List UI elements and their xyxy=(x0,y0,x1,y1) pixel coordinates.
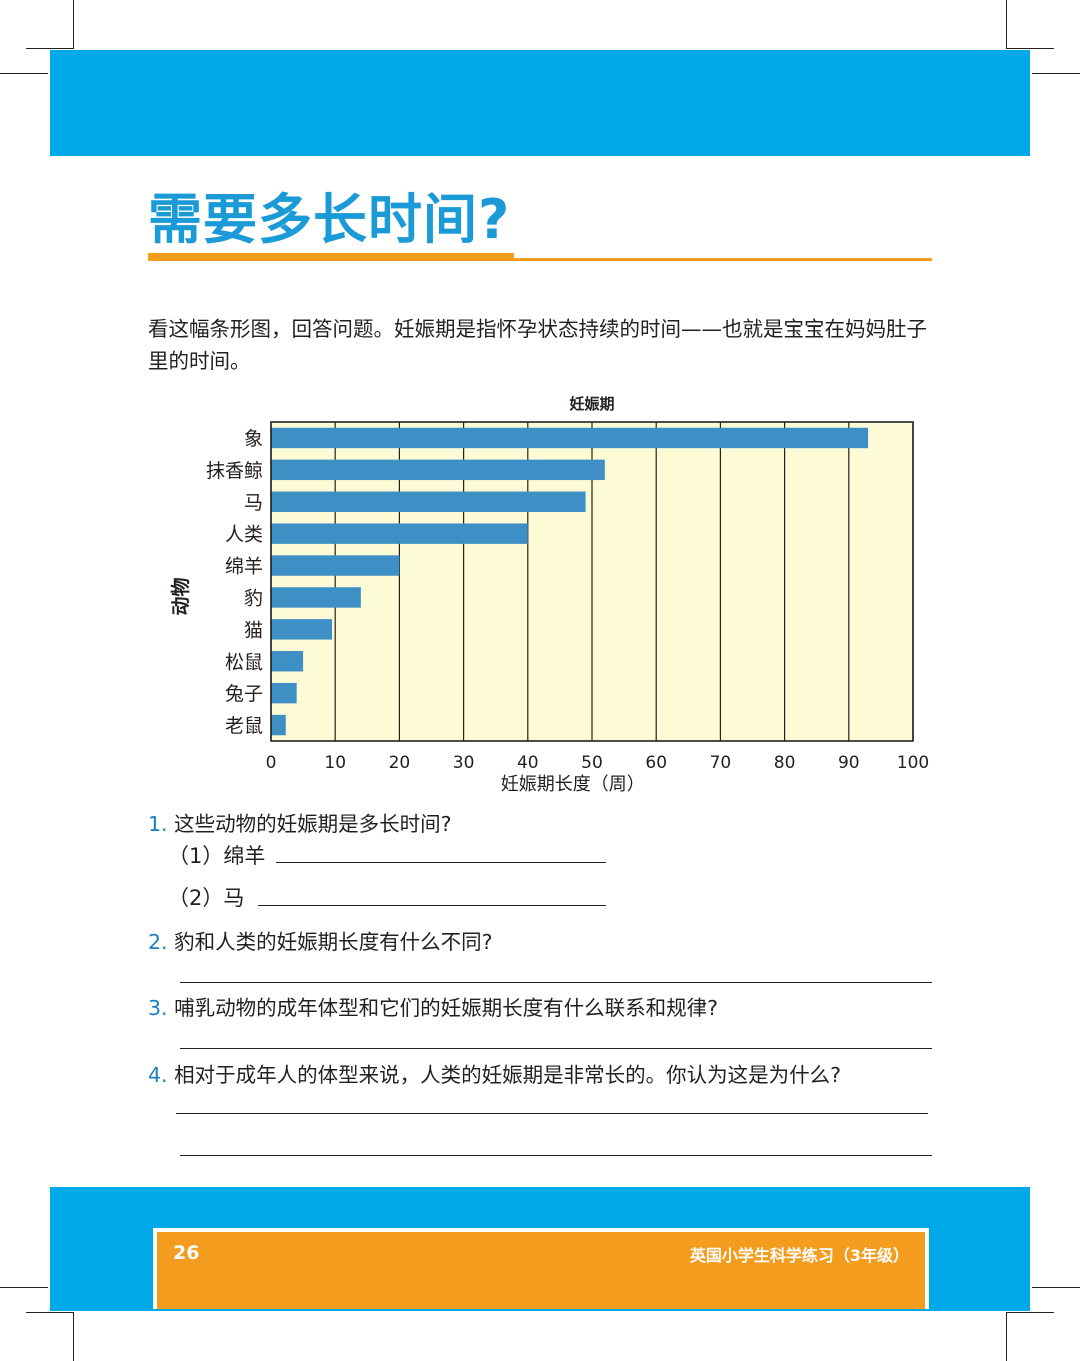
bar-1 xyxy=(271,459,605,481)
x-tick-label: 0 xyxy=(266,753,277,773)
crop-mark xyxy=(0,1287,48,1288)
x-axis-label: 妊娠期长度（周） xyxy=(501,774,645,795)
bar-0 xyxy=(271,427,869,449)
answer-line-horse[interactable] xyxy=(258,905,606,906)
x-tick-label: 80 xyxy=(774,753,796,773)
crop-mark xyxy=(73,1313,74,1361)
category-label: 象 xyxy=(244,428,263,450)
question-3: 3. 哺乳动物的成年体型和它们的妊娠期长度有什么联系和规律? xyxy=(148,994,718,1022)
crop-mark xyxy=(1006,48,1054,49)
bar-7 xyxy=(271,651,304,672)
crop-mark xyxy=(1032,1287,1080,1288)
category-label: 猫 xyxy=(244,619,263,641)
intro-text: 看这幅条形图，回答问题。妊娠期是指怀孕状态持续的时间——也就是宝宝在妈妈肚子里的… xyxy=(148,317,927,373)
title-underline-accent xyxy=(148,253,514,260)
category-label: 松鼠 xyxy=(225,651,263,673)
bar-9 xyxy=(271,714,286,736)
page-number: 26 xyxy=(173,1242,200,1264)
question-1: 1. 这些动物的妊娠期是多长时间? xyxy=(148,810,451,838)
crop-mark xyxy=(1032,73,1080,74)
x-tick-label: 20 xyxy=(389,753,411,773)
bar-3 xyxy=(271,523,528,544)
category-label: 人类 xyxy=(225,524,263,546)
crop-mark xyxy=(73,0,74,48)
crop-mark xyxy=(1006,0,1007,48)
answer-line-q4b[interactable] xyxy=(180,1155,932,1156)
question-4: 4. 相对于成年人的体型来说，人类的妊娠期是非常长的。你认为这是为什么? xyxy=(148,1061,841,1089)
footer-bar: 26 英国小学生科学练习（3年级） xyxy=(153,1228,929,1309)
title-underline xyxy=(148,258,932,261)
answer-line-q4a[interactable] xyxy=(176,1113,928,1114)
question-number: 2. xyxy=(148,930,168,954)
question-text: 哺乳动物的成年体型和它们的妊娠期长度有什么联系和规律? xyxy=(174,996,718,1020)
answer-line-sheep[interactable] xyxy=(276,862,606,863)
sub-question-2: （2）马 xyxy=(168,886,245,910)
chart-title: 妊娠期 xyxy=(569,395,614,413)
bar-2 xyxy=(271,491,586,512)
crop-mark xyxy=(1006,1312,1054,1313)
x-tick-label: 60 xyxy=(645,753,667,773)
category-label: 豹 xyxy=(244,587,263,609)
sub-question-1: （1）绵羊 xyxy=(168,844,266,868)
answer-line-q3[interactable] xyxy=(180,1048,932,1049)
crop-mark xyxy=(1006,1313,1007,1361)
bar-4 xyxy=(271,555,400,576)
question-number: 1. xyxy=(148,812,168,836)
header-band xyxy=(50,50,1030,156)
question-number: 4. xyxy=(148,1063,168,1087)
x-tick-label: 70 xyxy=(710,753,732,773)
bar-8 xyxy=(271,682,297,704)
y-axis-label: 动物 xyxy=(169,577,192,615)
page-title: 需要多长时间? xyxy=(148,188,511,251)
plot-frame xyxy=(270,421,914,742)
bar-6 xyxy=(271,619,332,640)
question-text: 相对于成年人的体型来说，人类的妊娠期是非常长的。你认为这是为什么? xyxy=(174,1063,841,1087)
x-tick-label: 90 xyxy=(838,753,860,773)
question-text: 豹和人类的妊娠期长度有什么不同? xyxy=(174,930,493,954)
x-tick-label: 30 xyxy=(453,753,475,773)
question-2: 2. 豹和人类的妊娠期长度有什么不同? xyxy=(148,928,492,956)
category-label: 老鼠 xyxy=(225,715,263,737)
x-tick-label: 100 xyxy=(897,753,929,773)
category-label: 绵羊 xyxy=(225,556,263,578)
crop-mark xyxy=(0,73,48,74)
category-label: 兔子 xyxy=(225,683,263,705)
x-tick-label: 50 xyxy=(581,753,603,773)
category-label: 马 xyxy=(244,492,263,514)
bar-5 xyxy=(271,587,361,608)
x-tick-label: 10 xyxy=(324,753,346,773)
book-title: 英国小学生科学练习（3年级） xyxy=(689,1246,909,1265)
crop-mark xyxy=(26,48,74,49)
question-number: 3. xyxy=(148,996,168,1020)
question-text: 这些动物的妊娠期是多长时间? xyxy=(174,812,452,836)
x-tick-label: 40 xyxy=(517,753,539,773)
category-label: 抹香鲸 xyxy=(206,460,263,482)
answer-line-q2[interactable] xyxy=(180,982,932,983)
crop-mark xyxy=(26,1312,74,1313)
